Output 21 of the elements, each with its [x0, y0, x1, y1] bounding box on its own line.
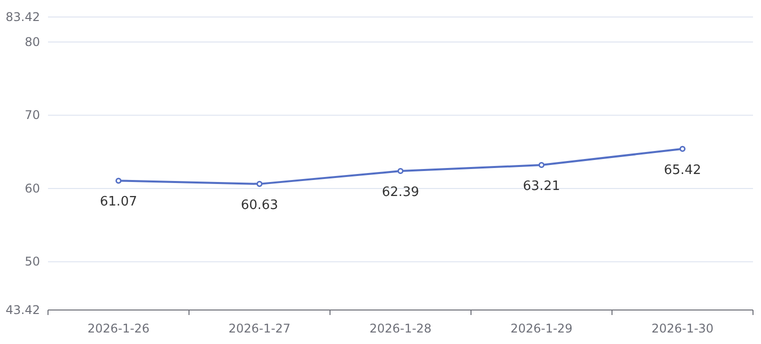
data-label: 60.63 [240, 198, 278, 213]
x-tick-label: 2026-1-26 [87, 322, 150, 336]
data-label: 65.42 [664, 162, 702, 178]
data-label: 61.07 [100, 194, 138, 210]
point [256, 180, 263, 187]
point [397, 168, 404, 174]
y-tick-label: 60 [24, 181, 40, 196]
point [679, 146, 686, 152]
x-tick-label: 2026-1-27 [228, 322, 291, 336]
y-tick-label: 83.42 [6, 10, 40, 24]
point [115, 178, 122, 184]
y-tick-label: 50 [24, 254, 40, 269]
y-tick-label: 70 [24, 108, 40, 122]
data-label: 62.39 [382, 185, 420, 200]
point [538, 162, 545, 168]
x-tick-label: 2026-1-29 [510, 322, 573, 336]
data-label: 63.21 [522, 179, 560, 194]
y-tick-label: 80 [24, 34, 40, 49]
x-tick-label: 2026-1-30 [651, 322, 714, 336]
y-tick-label: 43.42 [6, 302, 40, 317]
x-tick-label: 2026-1-28 [369, 322, 432, 336]
